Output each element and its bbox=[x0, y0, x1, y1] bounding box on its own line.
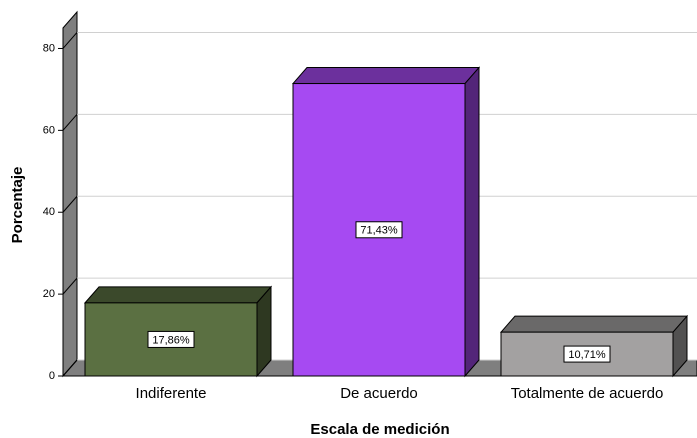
x-tick-label: De acuerdo bbox=[340, 385, 418, 402]
grid-line bbox=[62, 277, 78, 295]
bar-side bbox=[256, 285, 272, 378]
y-tick-label: 60 bbox=[43, 124, 55, 136]
x-tick-label: Indiferente bbox=[136, 385, 207, 402]
value-label-box bbox=[147, 330, 195, 348]
value-label: 10,71% bbox=[568, 349, 606, 361]
y-tick-label: 80 bbox=[43, 42, 55, 54]
x-axis-title: Escala de medición bbox=[310, 421, 449, 438]
value-label: 71,43% bbox=[360, 225, 398, 237]
bar-top bbox=[499, 315, 689, 333]
grid-line bbox=[62, 195, 78, 213]
value-label-box bbox=[563, 345, 611, 363]
bar-top bbox=[291, 67, 481, 85]
y-tick-label: 0 bbox=[49, 370, 55, 382]
x-tick-label: Totalmente de acuerdo bbox=[511, 385, 664, 402]
left-wall bbox=[62, 10, 78, 378]
grid-line bbox=[62, 359, 78, 377]
grid-line bbox=[62, 114, 78, 131]
y-tick-label: 20 bbox=[43, 288, 55, 300]
grid-line bbox=[62, 32, 78, 49]
bar-top bbox=[83, 286, 273, 304]
value-label-box bbox=[355, 221, 403, 239]
y-tick-label: 40 bbox=[43, 206, 55, 218]
y-axis-title: Porcentaje bbox=[9, 167, 26, 244]
bar-side bbox=[464, 66, 480, 378]
value-label: 17,86% bbox=[152, 334, 190, 346]
